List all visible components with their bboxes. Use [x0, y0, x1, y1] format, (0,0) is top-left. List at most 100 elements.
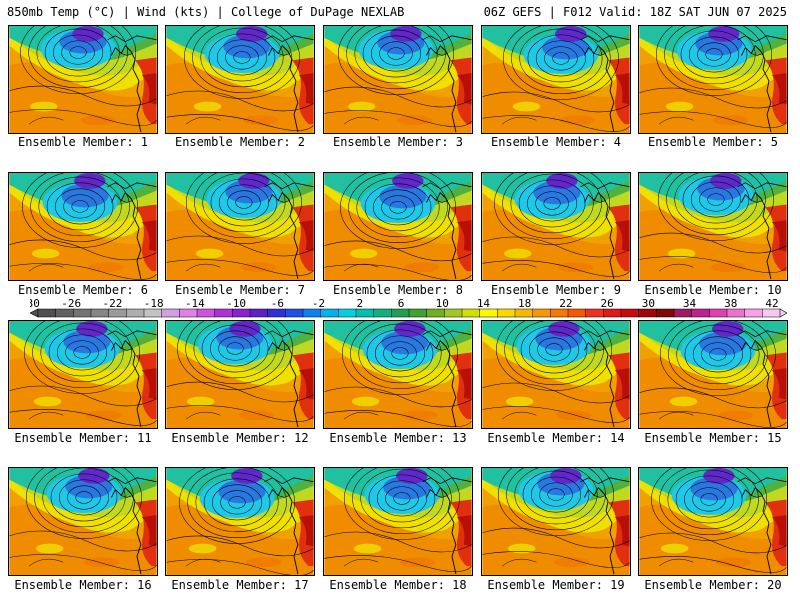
colorbar-swatch: [143, 308, 163, 318]
colorbar-swatch: [285, 308, 304, 318]
colorbar-swatch: [126, 308, 145, 318]
ensemble-member-label: Ensemble Member: 5: [647, 135, 779, 149]
map-title: 850mb Temp (°C) | Wind (kts) | College o…: [7, 5, 405, 19]
colorbar-tick-label: 10: [436, 298, 449, 310]
ensemble-member-label: Ensemble Member: 15: [644, 431, 782, 445]
colorbar-swatch: [620, 308, 640, 318]
colorbar-swatch: [179, 308, 198, 318]
temperature-map: [8, 320, 158, 429]
temperature-map: [165, 467, 315, 576]
ensemble-member-panel: [323, 320, 473, 429]
temperature-map: [323, 467, 473, 576]
ensemble-member-panel: [481, 25, 631, 134]
ensemble-member-label: Ensemble Member: 8: [332, 283, 464, 297]
colorbar-tick-label: 26: [600, 298, 613, 310]
colorbar-tick-label: -26: [61, 298, 81, 310]
ensemble-member-label: Ensemble Member: 7: [174, 283, 306, 297]
ensemble-member-panel: [165, 172, 315, 281]
ensemble-member-panel: [638, 320, 788, 429]
colorbar-swatch: [90, 308, 110, 318]
ensemble-member-panel: [323, 172, 473, 281]
colorbar-swatch: [603, 308, 622, 318]
ensemble-member-label: Ensemble Member: 20: [644, 578, 782, 592]
colorbar-swatch: [408, 308, 428, 318]
ensemble-member-panel: [165, 320, 315, 429]
ensemble-member-panel: [165, 25, 315, 134]
colorbar-swatch: [196, 308, 216, 318]
ensemble-member-label: Ensemble Member: 3: [332, 135, 464, 149]
ensemble-member-label: Ensemble Member: 9: [490, 283, 622, 297]
colorbar-swatch: [161, 308, 180, 318]
temperature-map: [481, 467, 631, 576]
temperature-map: [165, 25, 315, 134]
ensemble-member-label: Ensemble Member: 19: [487, 578, 625, 592]
colorbar-swatch: [550, 308, 569, 318]
colorbar-tick-label: 18: [518, 298, 531, 310]
colorbar-swatch: [497, 308, 516, 318]
colorbar-swatch: [73, 308, 92, 318]
colorbar-tick-label: 30: [642, 298, 655, 310]
temperature-map: [638, 172, 788, 281]
colorbar-swatch: [267, 308, 286, 318]
ensemble-member-panel: [481, 467, 631, 576]
colorbar-swatch: [762, 308, 781, 318]
run-valid-time: 06Z GEFS | F012 Valid: 18Z SAT JUN 07 20…: [483, 5, 787, 19]
colorbar-tick-label: 14: [477, 298, 491, 310]
colorbar-tick-label: -14: [185, 298, 205, 310]
colorbar-tick-label: 2: [356, 298, 363, 310]
colorbar-arrow-low: [30, 308, 39, 318]
temperature-map: [638, 25, 788, 134]
colorbar-swatch: [55, 308, 74, 318]
colorbar-tick-label: 42: [765, 298, 778, 310]
ensemble-member-label: Ensemble Member: 11: [14, 431, 152, 445]
colorbar-tick-label: -6: [271, 298, 284, 310]
colorbar-swatch: [391, 308, 410, 318]
ensemble-member-label: Ensemble Member: 4: [490, 135, 622, 149]
ensemble-member-panel: [638, 467, 788, 576]
ensemble-member-panel: [8, 172, 158, 281]
colorbar-swatch: [320, 308, 339, 318]
colorbar-swatch: [691, 308, 710, 318]
colorbar-swatch: [355, 308, 375, 318]
temperature-map: [323, 172, 473, 281]
colorbar-tick-label: 38: [724, 298, 737, 310]
temperature-map: [323, 25, 473, 134]
colorbar-swatch: [514, 308, 534, 318]
colorbar-tick-label: 34: [683, 298, 697, 310]
ensemble-member-label: Ensemble Member: 17: [171, 578, 309, 592]
temperature-map: [8, 172, 158, 281]
colorbar-swatch: [373, 308, 392, 318]
colorbar-swatch: [249, 308, 269, 318]
colorbar-tick-label: 6: [398, 298, 405, 310]
ensemble-member-panel: [165, 467, 315, 576]
ensemble-member-panel: [8, 25, 158, 134]
ensemble-member-label: Ensemble Member: 1: [17, 135, 149, 149]
colorbar-swatch: [444, 308, 463, 318]
temperature-map: [481, 25, 631, 134]
colorbar-tick-label: -10: [226, 298, 246, 310]
colorbar-swatch: [426, 308, 445, 318]
temperature-map: [481, 172, 631, 281]
ensemble-member-label: Ensemble Member: 2: [174, 135, 306, 149]
ensemble-member-label: Ensemble Member: 18: [329, 578, 467, 592]
colorbar-swatch: [232, 308, 251, 318]
temperature-map: [8, 467, 158, 576]
colorbar-swatch: [744, 308, 763, 318]
ensemble-member-panel: [638, 172, 788, 281]
colorbar-swatch: [461, 308, 481, 318]
colorbar-tick-label: -18: [144, 298, 164, 310]
colorbar-tick-label: 22: [559, 298, 572, 310]
temperature-map: [165, 172, 315, 281]
colorbar-swatch: [37, 308, 57, 318]
colorbar-swatch: [673, 308, 693, 318]
colorbar-swatch: [638, 308, 657, 318]
ensemble-member-label: Ensemble Member: 6: [17, 283, 149, 297]
colorbar-arrow-high: [779, 308, 787, 318]
colorbar-tick-label: -30: [30, 298, 40, 310]
colorbar-swatch: [338, 308, 357, 318]
temperature-map: [481, 320, 631, 429]
ensemble-member-label: Ensemble Member: 13: [329, 431, 467, 445]
ensemble-member-panel: [8, 467, 158, 576]
colorbar-swatch: [479, 308, 498, 318]
